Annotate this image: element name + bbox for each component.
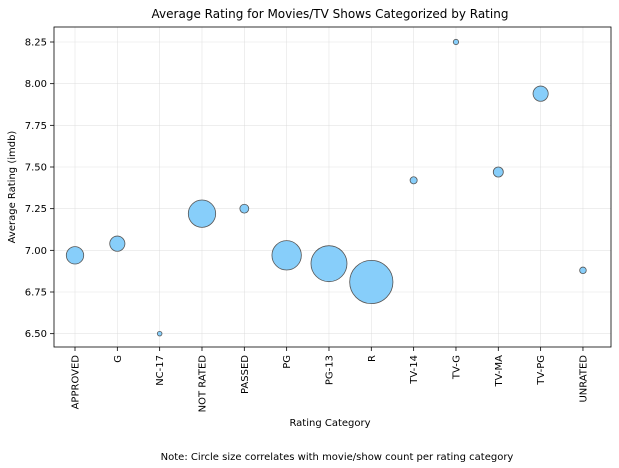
x-tick-label: TV-PG — [536, 355, 547, 386]
x-tick-label: TV-14 — [409, 355, 420, 385]
x-tick-label: TV-G — [451, 355, 462, 380]
chart-title: Average Rating for Movies/TV Shows Categ… — [152, 7, 509, 21]
grid — [54, 27, 611, 347]
bubble-point — [349, 259, 394, 305]
x-tick-label: PASSED — [240, 355, 251, 394]
y-axis-label: Average Rating (imdb) — [7, 131, 18, 244]
bubble-point — [187, 199, 217, 228]
x-tick-label: PG-13 — [324, 355, 335, 385]
bubble-point — [492, 166, 504, 178]
bubble-point — [239, 203, 250, 214]
y-axis: 6.50 6.75 7.00 7.25 7.50 7.75 8.00 8.25 — [25, 38, 54, 340]
x-tick-label: R — [367, 355, 378, 362]
x-tick-label: G — [113, 355, 124, 363]
y-tick-label: 7.75 — [25, 121, 47, 132]
bubble-point — [156, 330, 163, 337]
bubbles — [65, 38, 587, 337]
x-tick-label: NOT RATED — [197, 355, 208, 413]
y-tick-label: 6.50 — [25, 329, 47, 340]
bubble-point — [452, 38, 460, 46]
x-tick-label: APPROVED — [71, 355, 82, 410]
x-axis-label: Rating Category — [289, 418, 370, 429]
bubble-point — [579, 266, 587, 275]
bubble-point — [310, 245, 348, 283]
bubble-point — [65, 246, 85, 265]
bubble-point — [109, 235, 126, 252]
x-axis: APPROVED G NC-17 NOT RATED PASSED PG PG-13 R TV-… — [71, 347, 589, 413]
y-tick-label: 7.25 — [25, 204, 47, 215]
x-tick-label: TV-MA — [494, 355, 505, 388]
bubble-point — [532, 85, 549, 102]
x-tick-label: PG — [282, 355, 293, 369]
y-tick-label: 8.00 — [25, 79, 47, 90]
x-tick-label: UNRATED — [578, 355, 589, 403]
chart-note: Note: Circle size correlates with movie/… — [161, 452, 514, 463]
bubble-point — [409, 176, 418, 185]
y-tick-label: 7.50 — [25, 163, 47, 174]
y-tick-label: 8.25 — [25, 38, 47, 49]
plot-frame — [53, 26, 612, 348]
x-tick-label: NC-17 — [155, 355, 166, 386]
y-tick-label: 7.00 — [25, 246, 47, 257]
bubble-point — [271, 240, 302, 271]
y-tick-label: 6.75 — [25, 288, 47, 299]
